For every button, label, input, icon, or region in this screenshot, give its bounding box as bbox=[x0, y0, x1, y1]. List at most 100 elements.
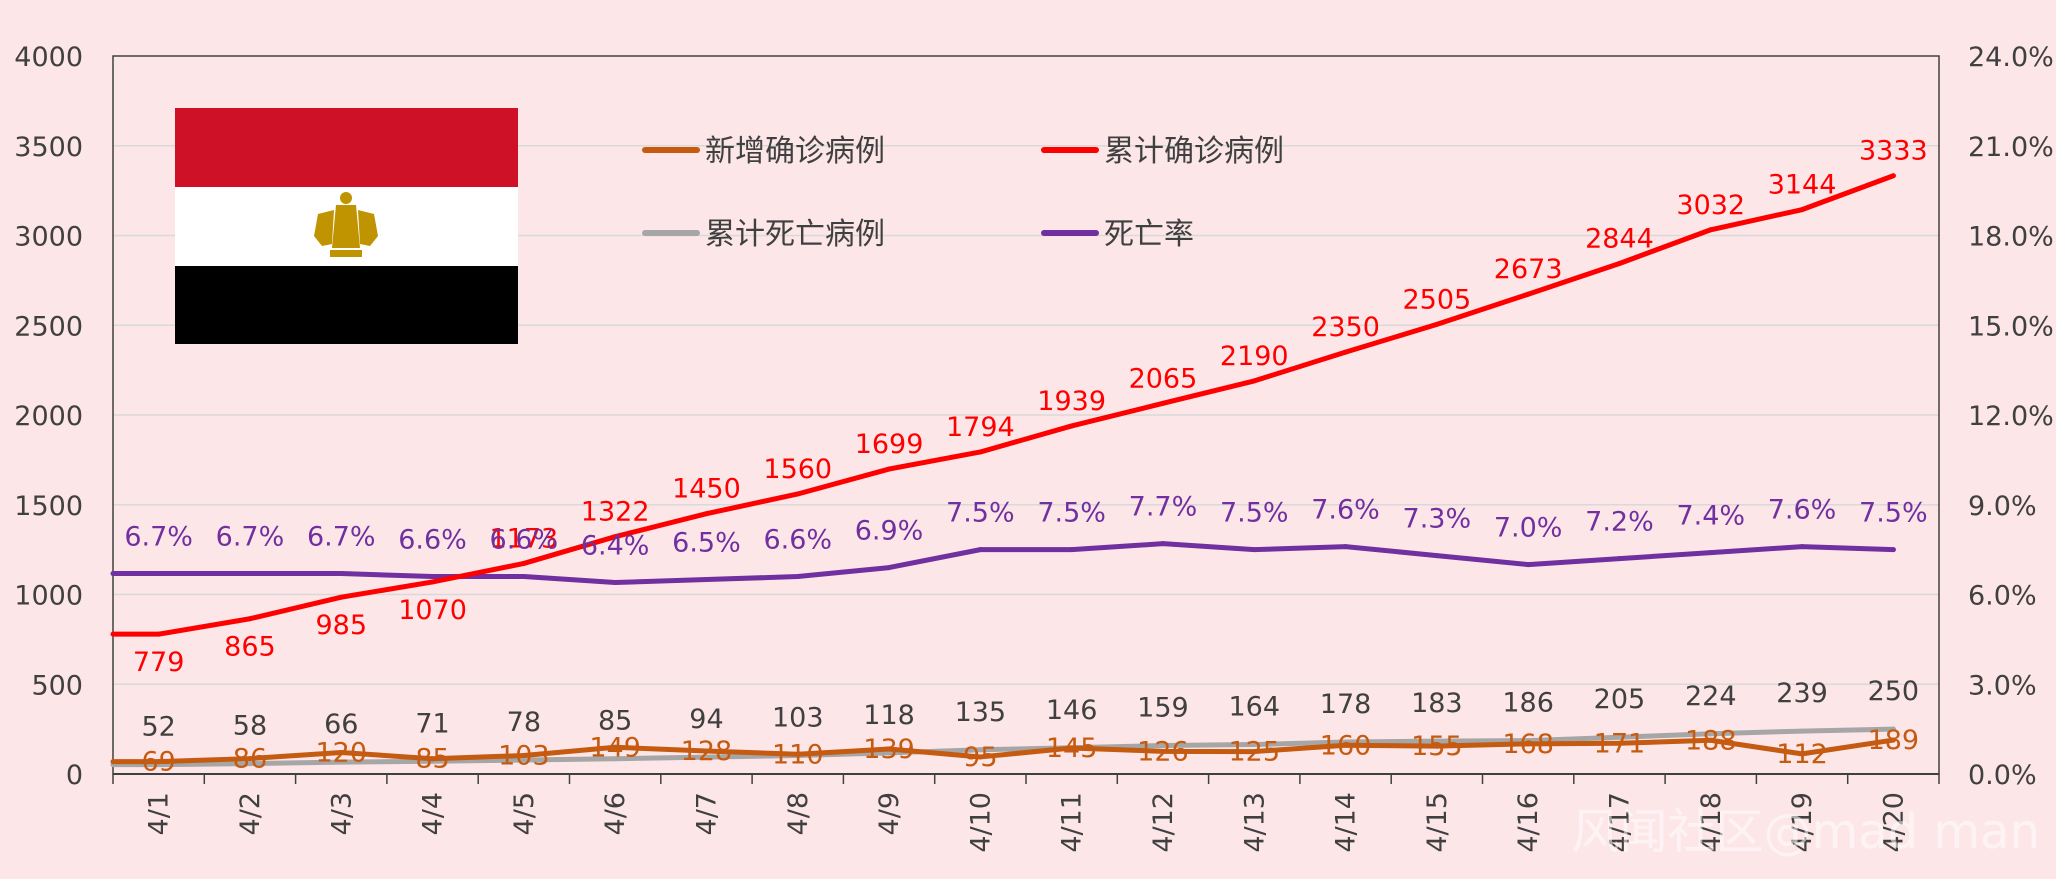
eagle-icon bbox=[314, 192, 378, 257]
data-point bbox=[521, 574, 527, 580]
data-label: 3333 bbox=[1859, 136, 1928, 167]
data-point bbox=[977, 754, 983, 760]
x-tick-label: 4/20 bbox=[1878, 792, 1909, 853]
data-point bbox=[338, 571, 344, 577]
data-point bbox=[1160, 541, 1166, 547]
data-label: 7.3% bbox=[1403, 504, 1472, 535]
data-point bbox=[1890, 737, 1896, 743]
data-point bbox=[977, 747, 983, 753]
data-label: 7.7% bbox=[1129, 492, 1198, 523]
data-label: 7.0% bbox=[1494, 513, 1563, 544]
data-label: 2673 bbox=[1494, 254, 1563, 285]
x-tick-label: 4/4 bbox=[418, 792, 449, 835]
data-label: 85 bbox=[415, 744, 449, 775]
y-left-tick-label: 500 bbox=[31, 670, 83, 701]
x-tick-label: 4/3 bbox=[326, 792, 357, 835]
data-point bbox=[703, 754, 709, 760]
data-point bbox=[1890, 173, 1896, 179]
legend-label: 新增确诊病例 bbox=[705, 134, 885, 169]
data-label: 1450 bbox=[672, 474, 741, 505]
data-label: 239 bbox=[1776, 678, 1828, 709]
data-label: 205 bbox=[1594, 684, 1646, 715]
data-label: 66 bbox=[324, 709, 358, 740]
data-label: 1322 bbox=[581, 497, 650, 528]
data-point bbox=[1890, 726, 1896, 732]
legend-label: 死亡率 bbox=[1104, 217, 1194, 252]
data-label: 85 bbox=[598, 706, 632, 737]
y-right-tick-label: 3.0% bbox=[1968, 670, 2037, 701]
data-point bbox=[1708, 227, 1714, 233]
data-label: 86 bbox=[233, 744, 267, 775]
x-tick-label: 4/5 bbox=[509, 792, 540, 835]
x-tick-label: 4/17 bbox=[1604, 792, 1635, 853]
data-label: 2350 bbox=[1311, 312, 1380, 343]
data-label: 6.9% bbox=[855, 516, 924, 547]
legend-item: 累计死亡病例 bbox=[642, 217, 885, 252]
data-point bbox=[1799, 751, 1805, 757]
data-point bbox=[795, 574, 801, 580]
data-point bbox=[247, 571, 253, 577]
y-right-tick-label: 6.0% bbox=[1968, 581, 2037, 612]
data-point bbox=[430, 574, 436, 580]
data-label: 160 bbox=[1320, 730, 1372, 761]
y-right-tick-label: 12.0% bbox=[1968, 401, 2054, 432]
data-label: 178 bbox=[1320, 689, 1372, 720]
data-label: 135 bbox=[955, 697, 1007, 728]
data-label: 2065 bbox=[1129, 363, 1198, 394]
data-point bbox=[1160, 748, 1166, 754]
data-label: 6.7% bbox=[216, 522, 285, 553]
data-point bbox=[247, 761, 253, 767]
data-label: 1794 bbox=[946, 412, 1015, 443]
data-label: 103 bbox=[772, 703, 824, 734]
data-point bbox=[1251, 547, 1257, 553]
data-label: 7.2% bbox=[1585, 507, 1654, 538]
x-tick-label: 4/15 bbox=[1422, 792, 1453, 853]
data-point bbox=[247, 616, 253, 622]
data-point bbox=[1069, 547, 1075, 553]
data-point bbox=[338, 594, 344, 600]
data-label: 189 bbox=[1868, 725, 1920, 756]
data-label: 6.6% bbox=[490, 525, 559, 556]
data-point bbox=[795, 751, 801, 757]
egypt-flag bbox=[175, 108, 518, 344]
data-label: 110 bbox=[772, 739, 824, 770]
data-label: 139 bbox=[863, 734, 915, 765]
data-label: 95 bbox=[963, 742, 997, 773]
data-label: 94 bbox=[689, 704, 723, 735]
data-label: 164 bbox=[1228, 692, 1280, 723]
watermark-text: 风闻社区@mad man bbox=[1572, 804, 2041, 860]
y-left-tick-label: 1500 bbox=[14, 491, 83, 522]
legend-label: 累计死亡病例 bbox=[705, 217, 885, 252]
data-label: 125 bbox=[1228, 737, 1280, 768]
data-point bbox=[1616, 734, 1622, 740]
data-label: 2190 bbox=[1220, 341, 1289, 372]
series-line bbox=[110, 541, 1896, 586]
series-3 bbox=[110, 726, 1896, 768]
data-point bbox=[1343, 544, 1349, 550]
data-label: 78 bbox=[507, 707, 541, 738]
data-point bbox=[1616, 740, 1622, 746]
data-label: 224 bbox=[1685, 681, 1737, 712]
y-right-tick-label: 0.0% bbox=[1968, 760, 2037, 791]
data-point bbox=[1616, 556, 1622, 562]
data-point bbox=[1069, 423, 1075, 429]
data-label: 71 bbox=[415, 708, 449, 739]
data-label: 7.5% bbox=[946, 498, 1015, 529]
data-label: 6.4% bbox=[581, 531, 650, 562]
data-point bbox=[1251, 378, 1257, 384]
data-point bbox=[795, 491, 801, 497]
series-lines bbox=[110, 173, 1896, 768]
data-label: 1939 bbox=[1037, 386, 1106, 417]
y-left-tick-label: 0 bbox=[66, 760, 83, 791]
y-left-tick-label: 3000 bbox=[14, 222, 83, 253]
data-point bbox=[338, 759, 344, 765]
data-label: 865 bbox=[224, 632, 276, 663]
data-point bbox=[886, 466, 892, 472]
data-point bbox=[1799, 544, 1805, 550]
data-labels: 69 86 120 85 103 149 128 110 139 95 145 126 125 160 15… bbox=[124, 136, 1927, 778]
data-point bbox=[1434, 738, 1440, 744]
data-point bbox=[1251, 749, 1257, 755]
series-1 bbox=[110, 737, 1896, 765]
